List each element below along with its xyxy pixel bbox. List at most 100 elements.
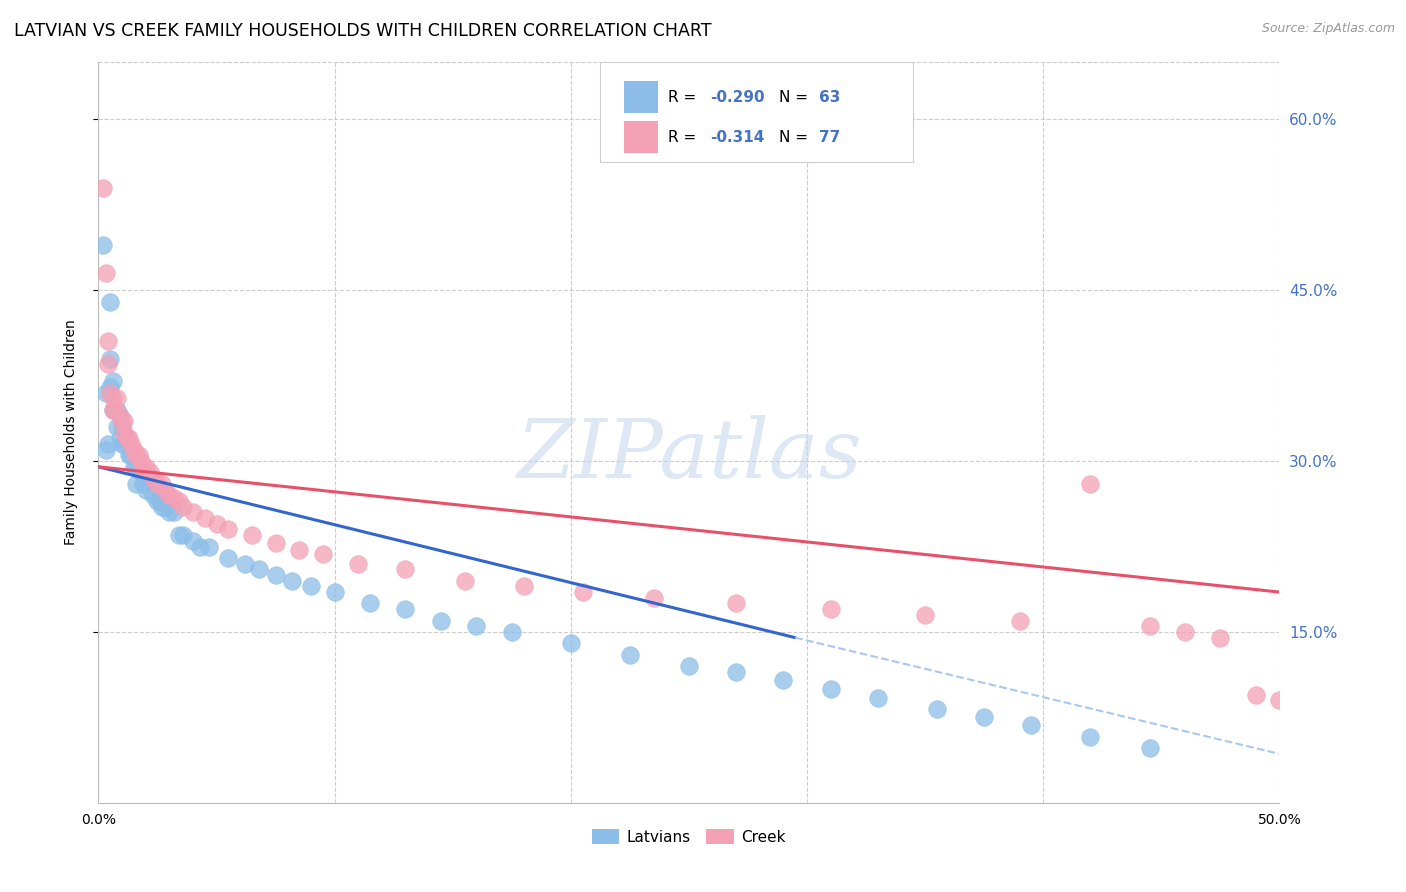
Point	[725, 597, 748, 611]
Point	[247, 562, 270, 576]
Point	[465, 619, 488, 633]
Point	[512, 579, 534, 593]
Point	[132, 459, 155, 474]
Point	[619, 648, 641, 662]
Point	[1244, 688, 1267, 702]
Point	[97, 437, 120, 451]
Text: -0.290: -0.290	[710, 89, 765, 104]
Point	[1139, 619, 1161, 633]
Text: R =: R =	[668, 129, 700, 145]
Point	[115, 431, 138, 445]
Point	[146, 476, 169, 491]
Point	[323, 585, 346, 599]
Point	[101, 375, 124, 389]
Point	[678, 659, 700, 673]
Point	[394, 602, 416, 616]
Point	[108, 431, 131, 445]
Point	[129, 466, 152, 480]
Point	[1292, 698, 1315, 713]
Point	[914, 607, 936, 622]
Text: -0.314: -0.314	[710, 129, 765, 145]
Point	[167, 494, 190, 508]
Point	[264, 536, 287, 550]
Point	[121, 437, 143, 451]
Point	[820, 602, 842, 616]
Point	[264, 568, 287, 582]
Point	[571, 585, 593, 599]
Point	[233, 557, 256, 571]
Point	[98, 380, 121, 394]
Point	[98, 294, 121, 309]
Point	[1386, 722, 1406, 736]
Point	[163, 505, 186, 519]
Point	[125, 459, 148, 474]
Point	[101, 402, 124, 417]
Point	[312, 548, 335, 562]
Point	[146, 494, 169, 508]
Point	[112, 414, 135, 428]
Point	[167, 528, 190, 542]
Point	[135, 483, 157, 497]
Point	[129, 454, 152, 468]
Point	[122, 442, 145, 457]
Point	[394, 562, 416, 576]
Point	[1080, 476, 1102, 491]
Point	[1139, 741, 1161, 756]
Point	[172, 528, 194, 542]
Point	[94, 442, 117, 457]
Point	[139, 466, 162, 480]
Point	[108, 409, 131, 423]
Point	[217, 550, 239, 565]
Point	[104, 402, 127, 417]
Point	[111, 437, 134, 451]
Point	[973, 710, 995, 724]
Point	[866, 691, 889, 706]
Point	[1080, 730, 1102, 744]
Point	[501, 624, 523, 639]
Point	[150, 476, 173, 491]
Point	[105, 392, 128, 406]
Point	[194, 511, 217, 525]
FancyBboxPatch shape	[624, 121, 658, 153]
Point	[98, 385, 121, 400]
Point	[820, 681, 842, 696]
Point	[91, 180, 114, 194]
Point	[217, 523, 239, 537]
Point	[149, 494, 172, 508]
Point	[359, 597, 381, 611]
Point	[104, 402, 127, 417]
Point	[1316, 705, 1339, 719]
Point	[1008, 614, 1031, 628]
Point	[142, 488, 165, 502]
Point	[105, 402, 128, 417]
Point	[172, 500, 194, 514]
Point	[101, 402, 124, 417]
Point	[153, 483, 176, 497]
Point	[132, 476, 155, 491]
Point	[1174, 624, 1197, 639]
Point	[288, 543, 311, 558]
Point	[643, 591, 665, 605]
Point	[772, 673, 794, 687]
Point	[112, 437, 135, 451]
Text: 63: 63	[818, 89, 841, 104]
Point	[111, 414, 134, 428]
Point	[98, 351, 121, 366]
Point	[112, 425, 135, 440]
Point	[181, 533, 204, 548]
Text: LATVIAN VS CREEK FAMILY HOUSEHOLDS WITH CHILDREN CORRELATION CHART: LATVIAN VS CREEK FAMILY HOUSEHOLDS WITH …	[14, 22, 711, 40]
Point	[108, 409, 131, 423]
Point	[97, 357, 120, 371]
Point	[128, 449, 150, 463]
Text: R =: R =	[668, 89, 700, 104]
Point	[153, 500, 176, 514]
Legend: Latvians, Creek: Latvians, Creek	[586, 822, 792, 851]
Point	[453, 574, 475, 588]
Point	[430, 614, 453, 628]
FancyBboxPatch shape	[600, 62, 914, 162]
Point	[101, 392, 124, 406]
Text: 77: 77	[818, 129, 841, 145]
Point	[205, 516, 228, 531]
Point	[157, 505, 180, 519]
Point	[142, 471, 165, 485]
